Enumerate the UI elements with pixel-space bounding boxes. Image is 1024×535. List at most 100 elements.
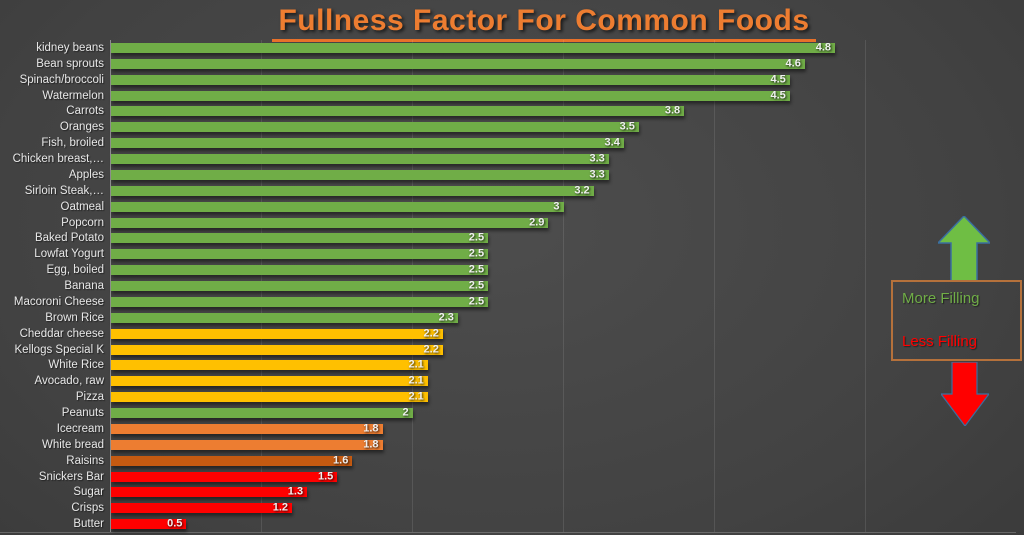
category-label: Apples (68, 168, 104, 181)
bar-row: Pizza 2.1 (0, 389, 1016, 405)
bar-row: Watermelon 4.5 (0, 88, 1016, 104)
bar-row: Cheddar cheese 2.2 (0, 326, 1016, 342)
bar-row: Avocado, raw 2.1 (0, 373, 1016, 389)
bar-area: 1.8 (111, 437, 1016, 453)
bar: 1.2 (111, 501, 292, 514)
value-label: 2.3 (438, 311, 454, 324)
bar-area: 2.5 (111, 294, 1016, 310)
value-label: 3.3 (589, 168, 605, 181)
bar-area: 4.5 (111, 88, 1016, 104)
legend-box: More Filling Less Filling (891, 280, 1022, 361)
bar-area: 2.2 (111, 342, 1016, 358)
bar-row: Chicken breast,… 3.3 (0, 151, 1016, 167)
bar: 4.6 (111, 58, 805, 69)
bar-area: 0.5 (111, 516, 1016, 532)
bar: 2.5 (111, 248, 489, 260)
category-label: Chicken breast,… (12, 153, 104, 166)
gridline (713, 40, 715, 532)
category-label: Sirloin Steak,… (24, 184, 104, 197)
category-label: Peanuts (61, 407, 104, 420)
value-label: 1.8 (363, 438, 379, 451)
category-label: Snickers Bar (38, 470, 104, 483)
bar-row: kidney beans 4.8 (0, 40, 1016, 56)
category-label: Oatmeal (60, 200, 104, 213)
value-label: 3.5 (619, 120, 635, 133)
value-label: 3 (553, 200, 560, 213)
category-label: Macoroni Cheese (13, 295, 104, 308)
bar: 1.3 (111, 485, 308, 498)
value-label: 1.8 (363, 422, 379, 435)
bar-row: Oatmeal 3 (0, 199, 1016, 215)
bar-row: Lowfat Yogurt 2.5 (0, 246, 1016, 262)
bar-row: Egg, boiled 2.5 (0, 262, 1016, 278)
value-label: 2.5 (468, 231, 485, 244)
bar: 1.6 (111, 455, 353, 466)
bar-row: Baked Potato 2.5 (0, 231, 1016, 247)
value-label: 1.3 (287, 485, 304, 498)
bar-row: Bean sprouts 4.6 (0, 56, 1016, 72)
bar-row: Popcorn 2.9 (0, 215, 1016, 231)
bar-row: Icecream 1.8 (0, 421, 1016, 437)
category-label: Spinach/broccoli (19, 73, 104, 86)
value-label: 3.3 (589, 152, 605, 165)
bar-row: Banana 2.5 (0, 278, 1016, 294)
bar-row: Brown Rice 2.3 (0, 310, 1016, 326)
category-label: Popcorn (61, 216, 104, 229)
category-label: Kellogs Special K (14, 343, 105, 356)
bar-row: Apples 3.3 (0, 167, 1016, 183)
bar: 2.5 (111, 264, 489, 276)
category-label: Oranges (59, 121, 104, 134)
value-label: 1.2 (272, 501, 288, 514)
bar-row: Crisps 1.2 (0, 500, 1016, 516)
value-label: 2.5 (468, 295, 485, 308)
bar-row: Spinach/broccoli 4.5 (0, 72, 1016, 88)
value-label: 2 (402, 406, 409, 419)
bar-area: 3 (111, 199, 1016, 215)
bar: 1.8 (111, 438, 383, 451)
bar-area: 1.6 (111, 453, 1016, 469)
bar: 2.9 (111, 216, 549, 229)
bar-area: 2.1 (111, 389, 1016, 405)
legend-more-filling-label: More Filling (902, 290, 980, 307)
value-label: 1.5 (317, 470, 334, 483)
bar-area: 3.3 (111, 167, 1016, 183)
bar-row: Raisins 1.6 (0, 453, 1016, 469)
value-label: 4.8 (815, 41, 831, 54)
category-label: Egg, boiled (46, 264, 104, 277)
category-label: Sugar (73, 486, 104, 499)
bar-area: 2.5 (111, 231, 1016, 247)
bar-area: 3.8 (111, 104, 1016, 120)
bar: 3.2 (111, 185, 594, 196)
category-label: Cheddar cheese (19, 327, 104, 340)
bar-area: 3.5 (111, 119, 1016, 135)
gridline (865, 40, 866, 532)
bar-area: 2.2 (111, 326, 1016, 342)
bar: 4.8 (111, 41, 835, 54)
bar-area: 2.9 (111, 215, 1016, 231)
bar-area: 2.5 (111, 262, 1016, 278)
bar-area: 3.2 (111, 183, 1016, 199)
bar-row: Peanuts 2 (0, 405, 1016, 421)
bar: 3 (111, 200, 564, 213)
bar-row: Snickers Bar 1.5 (0, 469, 1016, 485)
bar: 2.1 (111, 359, 428, 371)
bar-area: 2 (111, 405, 1016, 421)
value-label: 2.9 (529, 216, 545, 229)
bar: 2.1 (111, 391, 428, 403)
bar-area: 4.8 (111, 40, 1016, 56)
category-label: Avocado, raw (34, 375, 104, 388)
bar: 2.2 (111, 344, 443, 355)
bar-row: White Rice 2.1 (0, 358, 1016, 374)
category-label: Brown Rice (45, 311, 104, 324)
value-label: 4.5 (770, 89, 786, 102)
bar-rows: kidney beans 4.8 Bean sprouts 4.6 Spinach/br… (0, 40, 1016, 533)
category-label: Banana (64, 280, 104, 293)
bar: 3.3 (111, 168, 609, 181)
value-label: 3.4 (604, 136, 620, 149)
bar-row: Carrots 3.8 (0, 104, 1016, 120)
y-axis-line (110, 40, 111, 532)
bar-area: 1.3 (111, 485, 1016, 501)
bar-area: 1.2 (111, 500, 1016, 516)
gridline (563, 40, 564, 532)
category-label: Watermelon (42, 89, 104, 102)
